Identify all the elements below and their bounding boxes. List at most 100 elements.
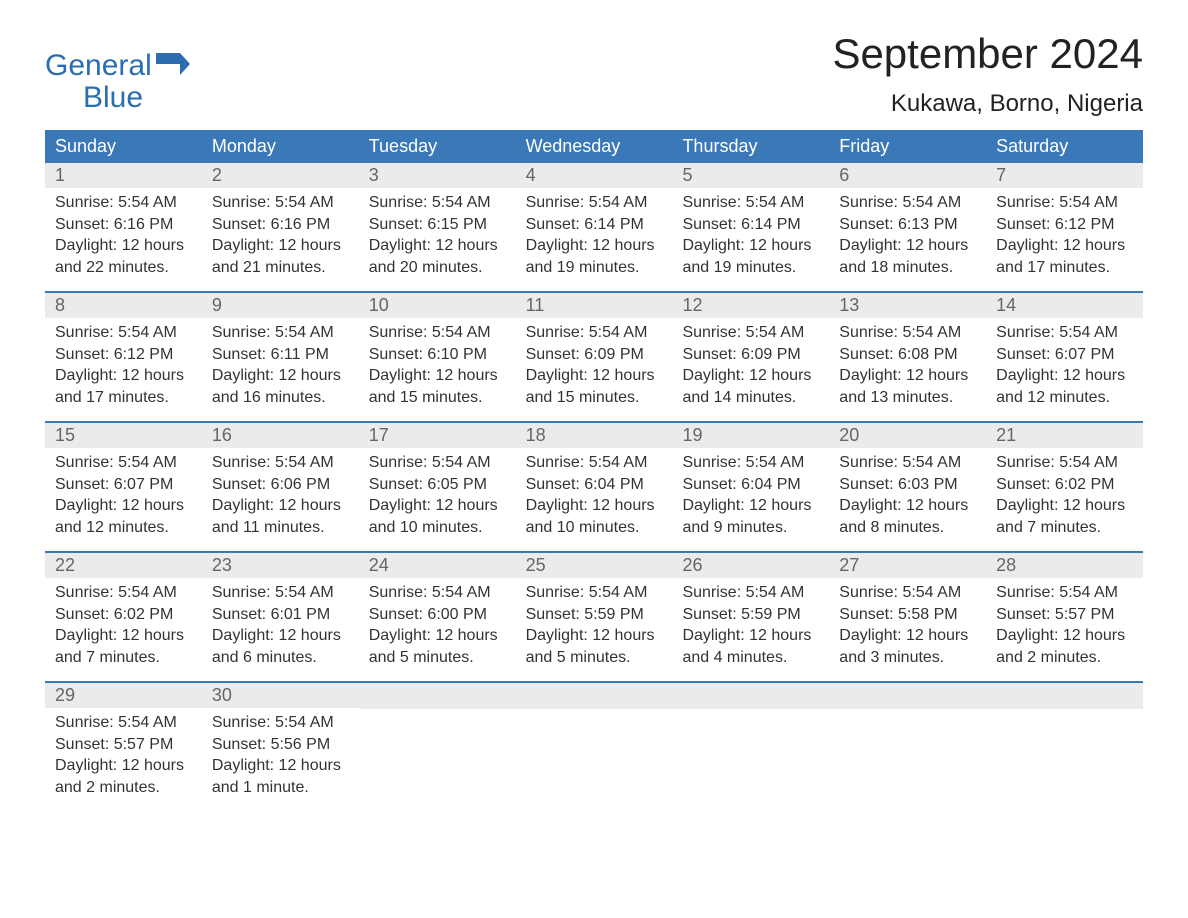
day-cell: 12Sunrise: 5:54 AMSunset: 6:09 PMDayligh… — [672, 293, 829, 421]
day-cell — [516, 683, 673, 811]
sunset-line: Sunset: 6:16 PM — [55, 214, 192, 236]
day-number: 10 — [359, 293, 516, 318]
calendar: SundayMondayTuesdayWednesdayThursdayFrid… — [45, 130, 1143, 811]
day-body: Sunrise: 5:54 AMSunset: 6:03 PMDaylight:… — [829, 448, 986, 548]
sunset-line: Sunset: 5:59 PM — [526, 604, 663, 626]
daylight-line: Daylight: 12 hours and 9 minutes. — [682, 495, 819, 538]
day-body: Sunrise: 5:54 AMSunset: 5:57 PMDaylight:… — [986, 578, 1143, 678]
week-row: 29Sunrise: 5:54 AMSunset: 5:57 PMDayligh… — [45, 681, 1143, 811]
sunset-line: Sunset: 6:15 PM — [369, 214, 506, 236]
day-number: 9 — [202, 293, 359, 318]
flag-icon — [156, 50, 190, 82]
sunrise-line: Sunrise: 5:54 AM — [682, 582, 819, 604]
week-row: 1Sunrise: 5:54 AMSunset: 6:16 PMDaylight… — [45, 163, 1143, 291]
day-cell: 27Sunrise: 5:54 AMSunset: 5:58 PMDayligh… — [829, 553, 986, 681]
sunset-line: Sunset: 6:04 PM — [682, 474, 819, 496]
day-number: 16 — [202, 423, 359, 448]
daylight-line: Daylight: 12 hours and 7 minutes. — [55, 625, 192, 668]
daylight-line: Daylight: 12 hours and 14 minutes. — [682, 365, 819, 408]
sunset-line: Sunset: 6:02 PM — [996, 474, 1133, 496]
day-number: 20 — [829, 423, 986, 448]
day-number: 14 — [986, 293, 1143, 318]
day-number: 3 — [359, 163, 516, 188]
day-number — [516, 683, 673, 709]
day-cell: 29Sunrise: 5:54 AMSunset: 5:57 PMDayligh… — [45, 683, 202, 811]
daylight-line: Daylight: 12 hours and 21 minutes. — [212, 235, 349, 278]
daylight-line: Daylight: 12 hours and 2 minutes. — [55, 755, 192, 798]
daylight-line: Daylight: 12 hours and 10 minutes. — [369, 495, 506, 538]
sunrise-line: Sunrise: 5:54 AM — [55, 452, 192, 474]
sunrise-line: Sunrise: 5:54 AM — [682, 322, 819, 344]
daylight-line: Daylight: 12 hours and 22 minutes. — [55, 235, 192, 278]
day-number — [672, 683, 829, 709]
day-body: Sunrise: 5:54 AMSunset: 6:08 PMDaylight:… — [829, 318, 986, 418]
daylight-line: Daylight: 12 hours and 4 minutes. — [682, 625, 819, 668]
day-body: Sunrise: 5:54 AMSunset: 6:09 PMDaylight:… — [672, 318, 829, 418]
sunset-line: Sunset: 6:07 PM — [55, 474, 192, 496]
day-number: 22 — [45, 553, 202, 578]
day-cell: 6Sunrise: 5:54 AMSunset: 6:13 PMDaylight… — [829, 163, 986, 291]
sunrise-line: Sunrise: 5:54 AM — [996, 582, 1133, 604]
daylight-line: Daylight: 12 hours and 12 minutes. — [55, 495, 192, 538]
sunrise-line: Sunrise: 5:54 AM — [682, 452, 819, 474]
day-body: Sunrise: 5:54 AMSunset: 6:13 PMDaylight:… — [829, 188, 986, 288]
day-number: 21 — [986, 423, 1143, 448]
daylight-line: Daylight: 12 hours and 17 minutes. — [996, 235, 1133, 278]
weekday-header: Wednesday — [516, 130, 673, 163]
sunrise-line: Sunrise: 5:54 AM — [996, 192, 1133, 214]
sunset-line: Sunset: 5:56 PM — [212, 734, 349, 756]
month-title: September 2024 — [832, 30, 1143, 78]
day-body: Sunrise: 5:54 AMSunset: 6:16 PMDaylight:… — [202, 188, 359, 288]
day-number: 5 — [672, 163, 829, 188]
day-cell: 13Sunrise: 5:54 AMSunset: 6:08 PMDayligh… — [829, 293, 986, 421]
daylight-line: Daylight: 12 hours and 15 minutes. — [526, 365, 663, 408]
day-body: Sunrise: 5:54 AMSunset: 5:56 PMDaylight:… — [202, 708, 359, 808]
title-block: September 2024 Kukawa, Borno, Nigeria — [832, 30, 1143, 118]
sunset-line: Sunset: 6:13 PM — [839, 214, 976, 236]
logo-text-1: General — [45, 50, 152, 82]
day-body: Sunrise: 5:54 AMSunset: 6:14 PMDaylight:… — [516, 188, 673, 288]
day-cell: 3Sunrise: 5:54 AMSunset: 6:15 PMDaylight… — [359, 163, 516, 291]
sunrise-line: Sunrise: 5:54 AM — [526, 322, 663, 344]
weekday-header-row: SundayMondayTuesdayWednesdayThursdayFrid… — [45, 130, 1143, 163]
day-body: Sunrise: 5:54 AMSunset: 5:59 PMDaylight:… — [516, 578, 673, 678]
day-cell: 23Sunrise: 5:54 AMSunset: 6:01 PMDayligh… — [202, 553, 359, 681]
sunset-line: Sunset: 6:09 PM — [526, 344, 663, 366]
day-body: Sunrise: 5:54 AMSunset: 6:07 PMDaylight:… — [986, 318, 1143, 418]
logo-text-2: Blue — [83, 81, 143, 114]
day-number: 6 — [829, 163, 986, 188]
sunrise-line: Sunrise: 5:54 AM — [369, 322, 506, 344]
day-cell: 9Sunrise: 5:54 AMSunset: 6:11 PMDaylight… — [202, 293, 359, 421]
day-number — [359, 683, 516, 709]
day-body: Sunrise: 5:54 AMSunset: 6:07 PMDaylight:… — [45, 448, 202, 548]
day-cell: 16Sunrise: 5:54 AMSunset: 6:06 PMDayligh… — [202, 423, 359, 551]
day-number: 17 — [359, 423, 516, 448]
daylight-line: Daylight: 12 hours and 1 minute. — [212, 755, 349, 798]
day-number: 24 — [359, 553, 516, 578]
daylight-line: Daylight: 12 hours and 8 minutes. — [839, 495, 976, 538]
day-cell: 8Sunrise: 5:54 AMSunset: 6:12 PMDaylight… — [45, 293, 202, 421]
sunrise-line: Sunrise: 5:54 AM — [369, 192, 506, 214]
daylight-line: Daylight: 12 hours and 7 minutes. — [996, 495, 1133, 538]
day-cell: 26Sunrise: 5:54 AMSunset: 5:59 PMDayligh… — [672, 553, 829, 681]
daylight-line: Daylight: 12 hours and 5 minutes. — [526, 625, 663, 668]
daylight-line: Daylight: 12 hours and 16 minutes. — [212, 365, 349, 408]
sunrise-line: Sunrise: 5:54 AM — [55, 582, 192, 604]
sunset-line: Sunset: 6:06 PM — [212, 474, 349, 496]
day-cell: 22 Sunrise: 5:54 AMSunset: 6:02 PMDayligh… — [45, 553, 202, 681]
weekday-header: Sunday — [45, 130, 202, 163]
daylight-line: Daylight: 12 hours and 13 minutes. — [839, 365, 976, 408]
sunrise-line: Sunrise: 5:54 AM — [526, 452, 663, 474]
daylight-line: Daylight: 12 hours and 19 minutes. — [526, 235, 663, 278]
daylight-line: Daylight: 12 hours and 5 minutes. — [369, 625, 506, 668]
weekday-header: Saturday — [986, 130, 1143, 163]
sunrise-line: Sunrise: 5:54 AM — [55, 712, 192, 734]
sunrise-line: Sunrise: 5:54 AM — [839, 452, 976, 474]
sunrise-line: Sunrise: 5:54 AM — [839, 582, 976, 604]
sunset-line: Sunset: 6:02 PM — [55, 604, 192, 626]
location-text: Kukawa, Borno, Nigeria — [832, 90, 1143, 118]
sunrise-line: Sunrise: 5:54 AM — [55, 322, 192, 344]
sunset-line: Sunset: 6:00 PM — [369, 604, 506, 626]
sunrise-line: Sunrise: 5:54 AM — [996, 322, 1133, 344]
day-number: 11 — [516, 293, 673, 318]
